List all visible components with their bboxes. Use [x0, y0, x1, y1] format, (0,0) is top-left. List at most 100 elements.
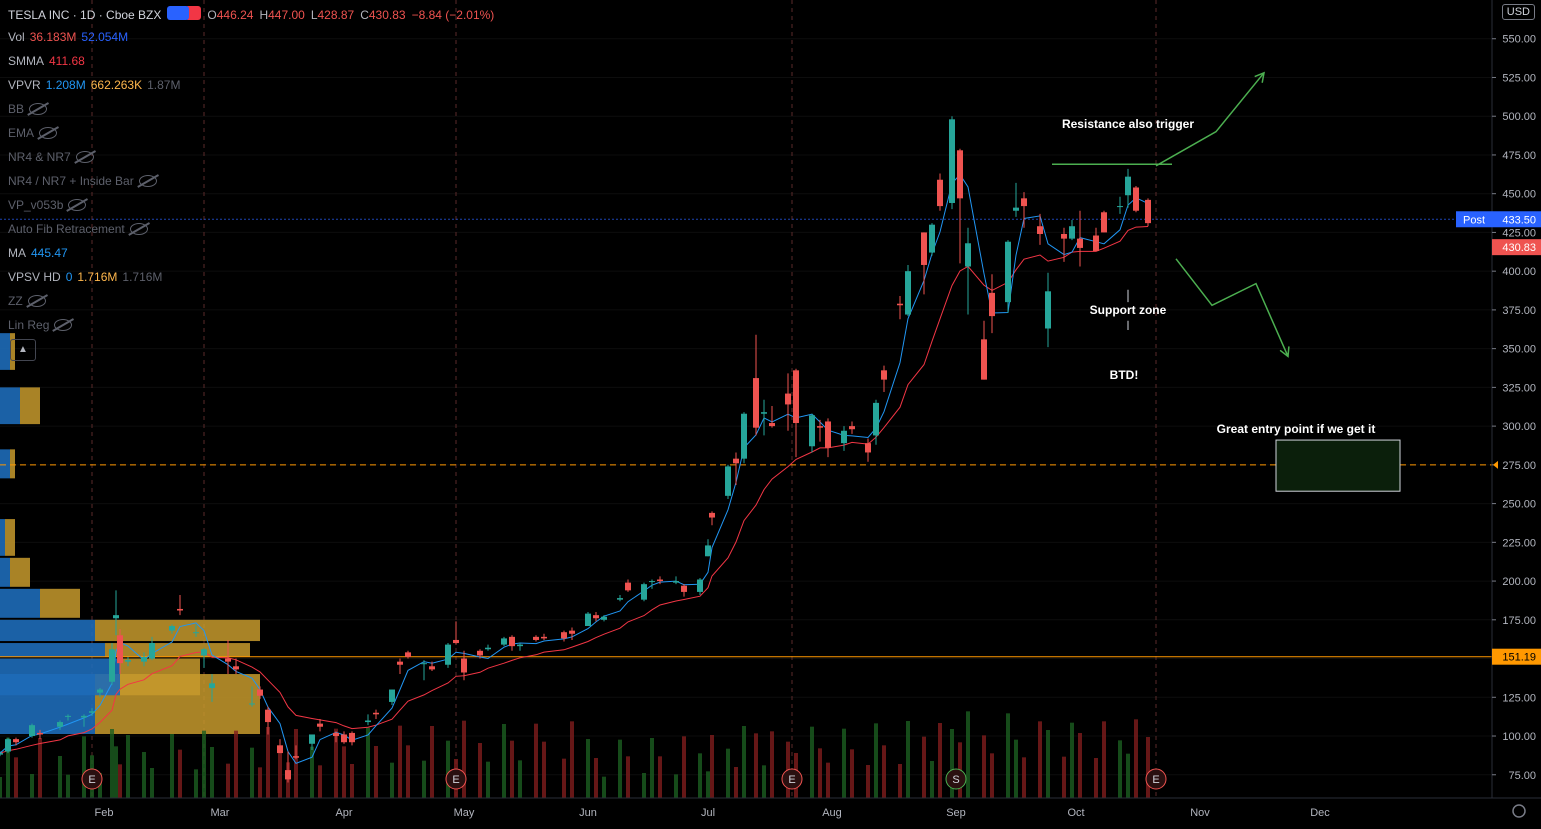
hidden-eye-icon[interactable] [29, 103, 48, 115]
legend-item-ema[interactable]: EMA [8, 121, 180, 145]
legend-item-nr4-nr7-inside-bar[interactable]: NR4 / NR7 + Inside Bar [8, 169, 180, 193]
legend-item-vpvr[interactable]: VPVR 1.208M 662.263K 1.87M [8, 73, 180, 97]
volume-bar [1094, 758, 1098, 798]
price-tick-label: 425.00 [1502, 227, 1536, 239]
volume-bar [66, 774, 70, 798]
volume-bar [586, 739, 590, 798]
event-marker-label: E [788, 774, 795, 786]
legend-name: Lin Reg [8, 318, 50, 332]
volume-bar [534, 723, 538, 798]
volume-bar [170, 734, 174, 798]
volume-bar [1078, 733, 1082, 798]
forecast-arrowhead [1254, 71, 1265, 83]
collapse-legend-button[interactable]: ▲ [10, 339, 36, 361]
vp-row-orange [40, 588, 80, 618]
legend-item-bb[interactable]: BB [8, 97, 180, 121]
annotations: Resistance also trigger Support zone BTD! G… [1052, 71, 1401, 492]
candle-body [741, 413, 747, 459]
legend-item-ma[interactable]: MA 445.47 [8, 241, 180, 265]
event-marker-circle [445, 768, 467, 790]
candle-body [1061, 233, 1067, 239]
time-tick-label: Aug [822, 807, 842, 819]
hidden-eye-icon[interactable] [54, 319, 73, 331]
legend-item-lin-reg[interactable]: Lin Reg [8, 313, 180, 337]
settings-gear-icon[interactable] [1512, 804, 1526, 818]
volume-bar [58, 756, 62, 798]
vp-row-orange [10, 557, 30, 587]
hidden-eye-icon[interactable] [39, 127, 58, 139]
volume-bar [734, 767, 738, 798]
candle-body [209, 683, 215, 688]
candle-body [397, 661, 403, 665]
toggle-icon[interactable] [167, 6, 202, 23]
legend-name: VPSV HD [8, 270, 61, 284]
volume-bar [698, 753, 702, 798]
candle-body [649, 581, 655, 583]
support-label: Support zone [1090, 303, 1167, 317]
volume-bar [562, 758, 566, 798]
forecast-path-up [1155, 72, 1265, 167]
hidden-eye-icon[interactable] [68, 199, 87, 211]
volume-bar [38, 738, 42, 798]
volume-bar [250, 747, 254, 798]
volume-bar [874, 723, 878, 798]
legend-item-nr4-nr7[interactable]: NR4 & NR7 [8, 145, 180, 169]
volume-bar [266, 727, 270, 798]
candle-body [453, 639, 459, 644]
legend-value: 662.263K [90, 78, 143, 92]
last-price-tag: 430.83 [1502, 242, 1536, 254]
hidden-eye-icon[interactable] [27, 295, 46, 307]
candle-body [405, 652, 411, 657]
candle-body [81, 715, 87, 718]
legend-item-auto-fib-retracement[interactable]: Auto Fib Retracement [8, 217, 180, 241]
legend-item-vol[interactable]: Vol 36.183M 52.054M [8, 25, 180, 49]
legend-value: 0 [65, 270, 73, 284]
hidden-eye-icon[interactable] [75, 151, 94, 163]
price-tick-label: 525.00 [1502, 72, 1536, 84]
legend-item-vpsv-hd[interactable]: VPSV HD 0 1.716M 1.716M [8, 265, 180, 289]
candle-body [109, 649, 115, 682]
legend-item-smma[interactable]: SMMA 411.68 [8, 49, 180, 73]
candle-body [1133, 187, 1139, 211]
candle-body [285, 770, 291, 780]
ohlc-high: H447.00 [259, 7, 305, 22]
time-tick-label: Nov [1190, 807, 1210, 819]
price-tick-label: 350.00 [1502, 344, 1536, 356]
volume-bar [334, 728, 338, 798]
volume-bar [850, 749, 854, 798]
legend-item-zz[interactable]: ZZ [8, 289, 180, 313]
candle-body [657, 579, 663, 582]
legend-value: 36.183M [29, 30, 77, 44]
candle-body [57, 722, 63, 727]
level-151-tag: 151.19 [1502, 652, 1536, 664]
volume-bar [510, 740, 514, 798]
candle-body [849, 426, 855, 430]
volume-bar [1046, 730, 1050, 798]
hidden-eye-icon[interactable] [129, 223, 148, 235]
candle-body [333, 732, 339, 737]
volume-bar [542, 741, 546, 798]
candle-body [937, 179, 943, 207]
candle-body [65, 715, 71, 717]
time-tick-label: Mar [211, 807, 230, 819]
candle-body [1093, 235, 1099, 252]
candle-body [461, 658, 467, 673]
hidden-eye-icon[interactable] [138, 175, 157, 187]
candle-body [641, 584, 647, 600]
volume-bar [82, 736, 86, 798]
indicator-legend: Vol 36.183M 52.054M SMMA 411.68 VPVR 1.208M 662… [8, 25, 180, 337]
currency-button[interactable]: USD [1501, 4, 1535, 20]
candle-body [421, 663, 427, 665]
legend-item-vp-v053b[interactable]: VP_v053b [8, 193, 180, 217]
volume-bar [14, 757, 18, 798]
volume-bar [1070, 722, 1074, 798]
price-tick-label: 450.00 [1502, 189, 1536, 201]
candle-body [149, 643, 155, 659]
symbol-title[interactable]: TESLA INC · 1D · Cboe BZX [8, 7, 162, 22]
level-275-marker [1493, 460, 1498, 469]
volume-bar [118, 764, 122, 798]
candle-body [865, 443, 871, 453]
